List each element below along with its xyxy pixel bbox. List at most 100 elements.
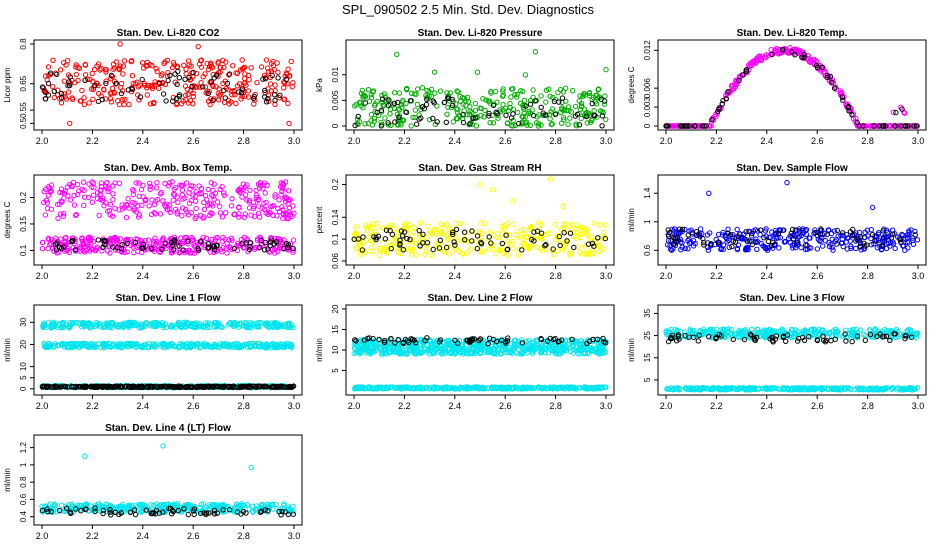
x-tick-label: 2.8 — [549, 271, 562, 281]
y-tick-label: 10 — [331, 345, 340, 354]
data-point — [248, 188, 252, 192]
data-point — [397, 91, 401, 95]
data-point — [573, 104, 577, 108]
data-point — [548, 117, 552, 121]
data-point — [211, 188, 215, 192]
x-tick-label: 2.4 — [449, 271, 462, 281]
data-point — [601, 230, 605, 234]
data-point — [137, 181, 141, 185]
data-point — [75, 183, 79, 187]
x-tick-label: 2.4 — [761, 136, 774, 146]
data-point — [417, 228, 421, 232]
data-point — [516, 110, 520, 114]
data-point — [579, 116, 583, 120]
data-point — [74, 72, 78, 76]
data-point — [572, 245, 576, 249]
data-point — [604, 117, 608, 121]
x-tick-label: 2.8 — [861, 136, 874, 146]
data-point — [126, 197, 130, 201]
chart-title: Stan. Dev. Li-820 Temp. — [737, 28, 848, 39]
data-point-outlier — [548, 177, 552, 181]
data-point — [282, 86, 286, 90]
x-tick-label: 2.8 — [549, 401, 562, 411]
chart-title: Stan. Dev. Amb. Box Temp. — [104, 163, 232, 174]
data-point — [777, 246, 781, 250]
data-point — [202, 207, 206, 211]
data-point — [366, 88, 370, 92]
data-point — [821, 244, 825, 248]
x-tick-label: 3.0 — [600, 401, 613, 411]
data-point — [68, 198, 72, 202]
x-tick-label: 2.4 — [761, 271, 774, 281]
x-tick-label: 2.6 — [187, 401, 200, 411]
data-point — [127, 102, 131, 106]
chart-title: Stan. Dev. Gas Stream RH — [418, 163, 541, 174]
x-tick-label: 2.0 — [660, 136, 673, 146]
y-tick-label: 0 — [331, 123, 340, 128]
data-point — [239, 97, 243, 101]
data-point — [260, 206, 264, 210]
data-point — [91, 239, 95, 243]
data-point — [559, 121, 563, 125]
data-point — [598, 223, 602, 227]
y-tick-label: 0.01 — [331, 66, 340, 82]
data-point — [184, 181, 188, 185]
data-point — [363, 122, 367, 126]
x-tick-label: 3.0 — [288, 271, 301, 281]
x-tick-label: 2.0 — [348, 271, 361, 281]
data-point — [87, 101, 91, 105]
data-point — [132, 250, 136, 254]
data-point — [124, 215, 128, 219]
data-point — [91, 97, 95, 101]
data-point-outlier — [523, 73, 527, 77]
x-tick-label: 2.4 — [137, 136, 150, 146]
chart-title: Stan. Dev. Line 1 Flow — [116, 293, 221, 304]
data-point — [154, 67, 158, 71]
data-point — [453, 221, 457, 225]
x-tick-label: 2.4 — [449, 401, 462, 411]
x-tick-label: 2.0 — [36, 401, 49, 411]
data-point — [600, 124, 604, 128]
data-point — [356, 114, 360, 118]
data-point — [494, 252, 498, 256]
data-point — [445, 112, 449, 116]
y-tick-label: 20 — [331, 304, 340, 313]
data-point — [140, 77, 144, 81]
data-point — [474, 240, 478, 244]
y-tick-label: 5 — [331, 368, 340, 373]
y-axis-label: ml/min — [3, 338, 12, 362]
data-point — [412, 225, 416, 229]
y-tick-label: 0.06 — [331, 253, 340, 269]
y-tick-label: 0.15 — [19, 216, 28, 232]
data-point — [451, 120, 455, 124]
data-point — [148, 181, 152, 185]
data-point — [255, 80, 259, 84]
x-tick-label: 2.4 — [449, 136, 462, 146]
data-points — [40, 180, 296, 256]
data-point-outlier — [604, 67, 608, 71]
data-point — [108, 202, 112, 206]
data-point — [111, 197, 115, 201]
data-point — [220, 215, 224, 219]
data-point — [130, 74, 134, 78]
data-point — [202, 215, 206, 219]
data-point — [276, 76, 280, 80]
data-point — [80, 88, 84, 92]
y-tick-label: 15 — [331, 325, 340, 334]
data-point — [576, 245, 580, 249]
data-point — [58, 212, 62, 216]
data-point — [388, 112, 392, 116]
data-point — [161, 199, 165, 203]
data-points — [352, 177, 608, 258]
data-point-outlier — [395, 52, 399, 56]
data-point — [58, 68, 62, 72]
data-point — [568, 116, 572, 120]
data-point — [906, 246, 910, 250]
y-tick-label: 0.003 — [643, 97, 652, 118]
data-point — [201, 85, 205, 89]
data-point — [469, 247, 473, 251]
